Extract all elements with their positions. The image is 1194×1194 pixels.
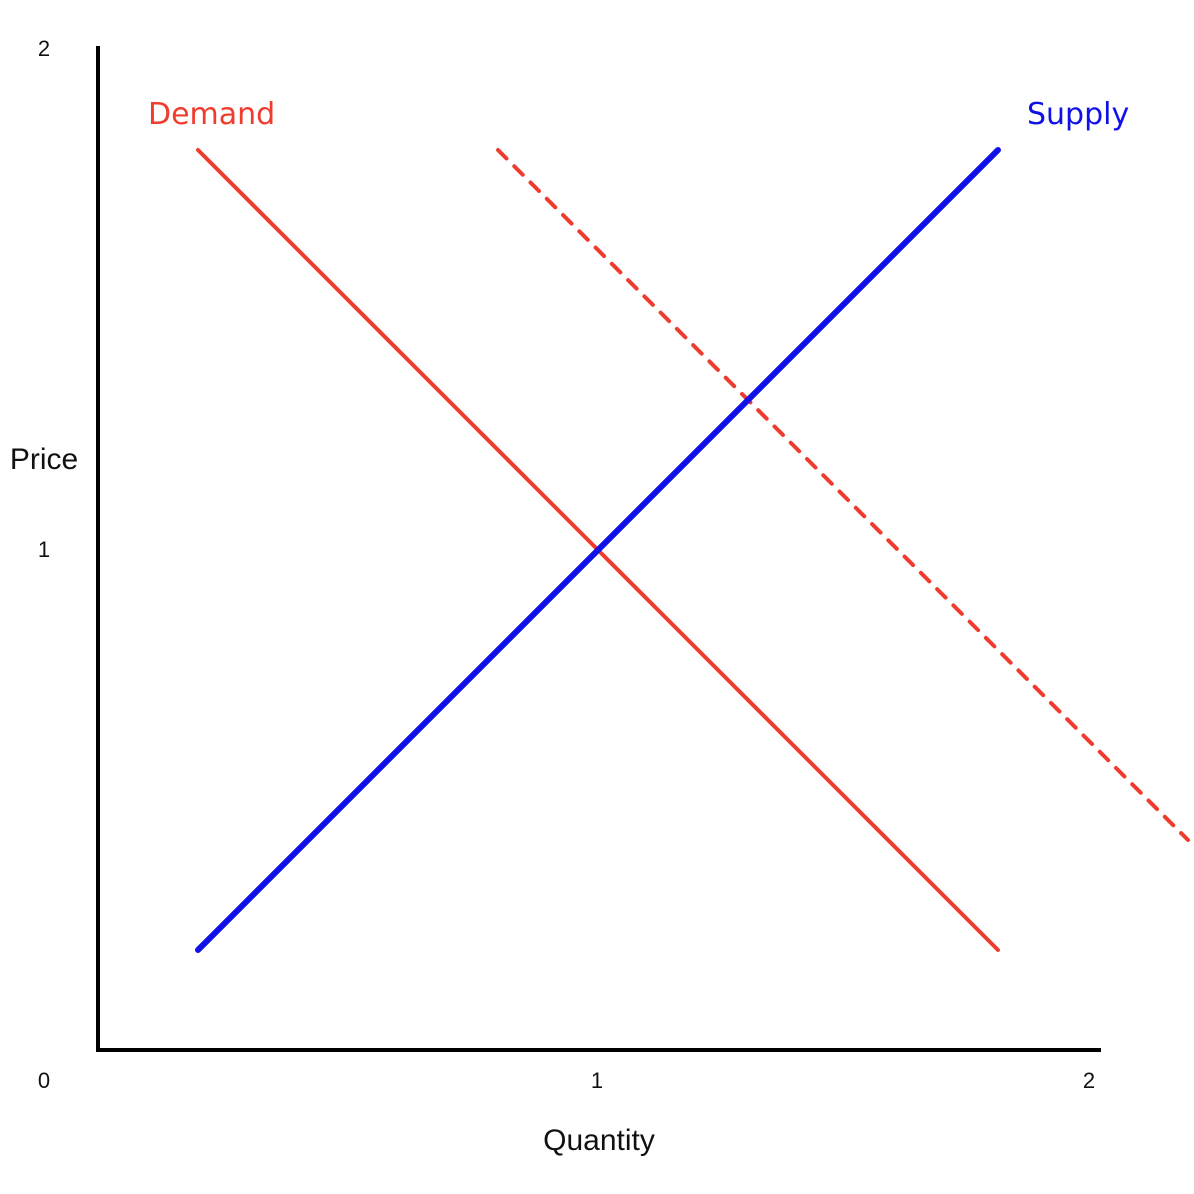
- x-tick-label-2: 2: [1083, 1068, 1095, 1093]
- supply-label: Supply: [1027, 97, 1129, 132]
- x-tick-label-0: 0: [38, 1068, 50, 1093]
- shifted-demand-line: [496, 148, 1190, 842]
- demand-label: Demand: [148, 97, 275, 132]
- y-tick-label-1: 1: [38, 537, 50, 562]
- y-axis-title: Price: [10, 443, 78, 476]
- supply-line: [195, 147, 1001, 953]
- y-tick-label-2: 2: [38, 36, 50, 61]
- x-tick-label-1: 1: [591, 1068, 603, 1093]
- x-axis-title: Quantity: [543, 1124, 655, 1157]
- series-layer: [195, 147, 1190, 953]
